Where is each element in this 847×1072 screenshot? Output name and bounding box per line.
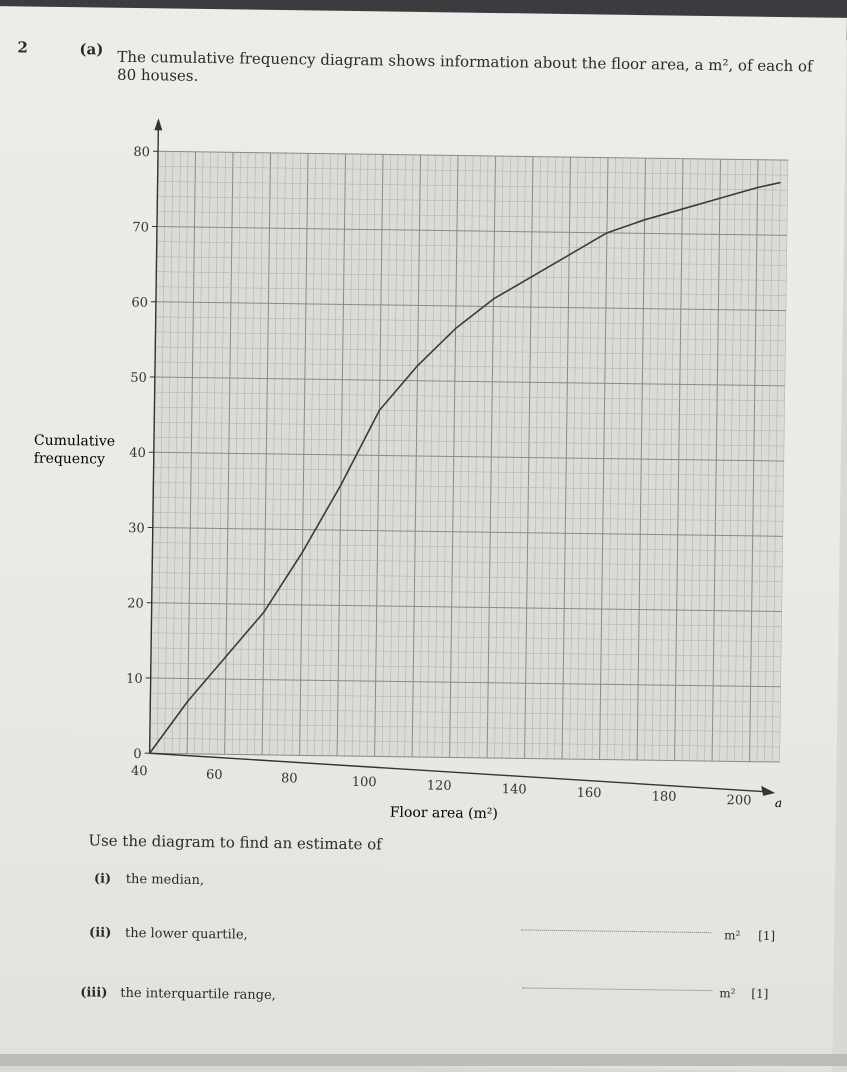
x-tick-label: 140 xyxy=(502,782,527,797)
x-axis-label: Floor area (m²) xyxy=(390,805,498,823)
bottom-shadow xyxy=(0,1054,847,1066)
y-tick-label: 50 xyxy=(130,371,147,386)
y-tick-label: 20 xyxy=(127,596,144,611)
item-ii-text: the lower quartile, xyxy=(125,926,248,943)
y-tick-label: 30 xyxy=(128,521,145,536)
item-i-label: (i) xyxy=(94,871,111,886)
x-tick-label: 120 xyxy=(427,779,452,794)
exam-paper: 2 (a) The cumulative frequency diagram s… xyxy=(0,6,847,1072)
y-axis-label-line1: Cumulative xyxy=(34,433,115,450)
y-tick-label: 0 xyxy=(133,747,141,762)
x-tick-label: 40 xyxy=(131,764,148,779)
item-i-text: the median, xyxy=(126,872,204,888)
item-iii-label: (iii) xyxy=(80,985,107,1000)
y-tick-label: 70 xyxy=(132,220,149,235)
y-tick-label: 60 xyxy=(131,295,148,310)
cumulative-frequency-chart: 0 10 20 30 40 50 60 70 80 40 60 80 100 120 140 160 180 20… xyxy=(0,6,847,838)
y-tick-label: 10 xyxy=(126,672,143,687)
y-tick-label: 80 xyxy=(133,145,150,160)
answer-line-ii[interactable] xyxy=(522,987,712,991)
x-axis-variable: a xyxy=(775,796,782,810)
marks-ii: [1] xyxy=(751,987,768,1001)
y-tick-label: 40 xyxy=(129,446,146,461)
x-tick-label: 60 xyxy=(206,768,223,783)
item-iii-text: the interquartile range, xyxy=(120,986,276,1003)
x-axis-arrow xyxy=(761,786,775,796)
answer-line-i[interactable] xyxy=(521,929,711,933)
x-tick-label: 180 xyxy=(652,789,677,804)
x-tick-label: 80 xyxy=(281,771,298,786)
chart-grid xyxy=(150,151,788,762)
y-axis-label-line2: frequency xyxy=(34,451,105,468)
y-axis-arrow xyxy=(154,118,162,130)
instruction-text: Use the diagram to find an estimate of xyxy=(88,831,382,853)
answer-unit-ii: m² xyxy=(719,986,735,1000)
answer-unit-i: m² xyxy=(724,928,740,942)
marks-i: [1] xyxy=(758,929,775,943)
x-tick-label: 200 xyxy=(727,793,752,808)
item-ii-label: (ii) xyxy=(89,925,111,940)
x-tick-label: 100 xyxy=(352,775,377,790)
x-tick-label: 160 xyxy=(577,786,602,801)
